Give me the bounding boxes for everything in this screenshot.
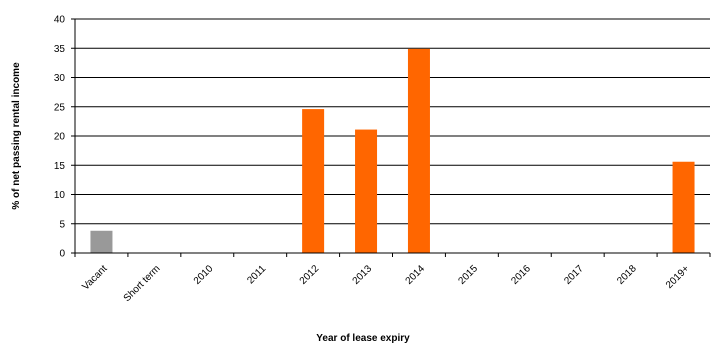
x-tick-label: 2010 (192, 263, 216, 287)
y-tick-label: 5 (59, 219, 65, 230)
x-tick-label: Vacant (80, 263, 109, 292)
bar (355, 130, 377, 253)
x-tick-label: 2011 (245, 263, 268, 286)
bar (673, 162, 695, 253)
x-tick-label: 2016 (509, 263, 533, 287)
bar (90, 231, 112, 253)
y-axis-title: % of net passing rental income (11, 62, 22, 210)
x-axis-title: Year of lease expiry (316, 333, 410, 344)
y-tick-label: 20 (54, 132, 66, 143)
x-tick-label: Short term (122, 263, 163, 304)
x-tick-label: 2014 (404, 263, 428, 287)
y-tick-label: 40 (54, 15, 66, 26)
x-tick-label: 2017 (562, 263, 586, 287)
x-tick-label: 2012 (298, 263, 322, 287)
x-tick-labels: Vacant Short term 2010 2011 2012 2013 2014 2015… (80, 263, 691, 304)
y-tick-label: 35 (54, 44, 66, 55)
y-tick-label: 0 (59, 249, 65, 260)
y-tick-label: 25 (54, 102, 66, 113)
x-tick-label: 2018 (615, 263, 639, 287)
y-tick-label: 10 (54, 190, 66, 201)
bar (302, 109, 324, 253)
x-tick-label: 2013 (351, 263, 375, 287)
x-tick-label: 2015 (456, 263, 480, 287)
y-tick-labels: 0 5 10 15 20 25 30 35 40 (54, 15, 66, 260)
y-tick-label: 30 (54, 73, 66, 84)
bars (90, 49, 694, 253)
y-tick-label: 15 (54, 161, 66, 172)
axes (71, 19, 710, 257)
x-tick-label: 2019+ (664, 263, 692, 291)
bar (408, 49, 430, 253)
gridlines (75, 19, 710, 224)
